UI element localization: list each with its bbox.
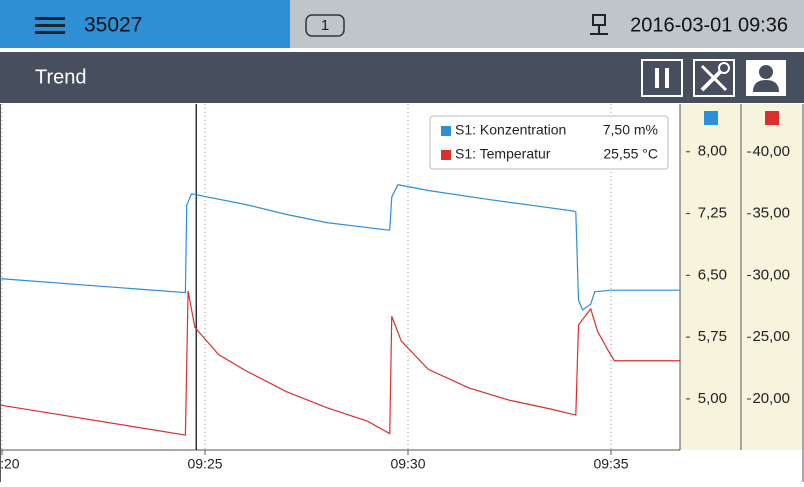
axis-color-key bbox=[765, 111, 779, 125]
y-tick-label: 25,00 bbox=[752, 328, 790, 345]
x-tick-label: 09:25 bbox=[187, 456, 222, 472]
legend bbox=[429, 115, 669, 170]
legend-value: 7,50 m% bbox=[603, 122, 658, 138]
device-title: 35027 bbox=[84, 14, 142, 37]
user-button[interactable] bbox=[746, 60, 786, 96]
axis-panel bbox=[741, 104, 804, 450]
series-line bbox=[0, 290, 680, 436]
menu-button[interactable] bbox=[35, 17, 65, 34]
legend-items: S1: Konzentration 7,50 m% S1: Temperatur 25… bbox=[441, 122, 658, 162]
pause-bar bbox=[655, 68, 659, 88]
menu-line bbox=[35, 31, 65, 34]
y-tick-label: 30,00 bbox=[752, 266, 790, 283]
axis-panel bbox=[680, 104, 741, 450]
badge[interactable] bbox=[305, 14, 345, 37]
toolbar bbox=[0, 52, 804, 103]
y-tick-label: 40,00 bbox=[752, 143, 790, 160]
button-frame bbox=[693, 59, 735, 97]
wrench-head bbox=[718, 62, 730, 74]
menu-line bbox=[35, 24, 65, 27]
plot: 09:20 09:25 09:30 09:35 bbox=[0, 104, 680, 472]
top-bar-right bbox=[290, 0, 804, 48]
legend-swatch bbox=[441, 126, 451, 136]
network-icon bbox=[590, 14, 608, 35]
toolbar-title: Trend bbox=[35, 66, 87, 88]
screwdriver bbox=[700, 64, 728, 92]
menu-line bbox=[35, 17, 65, 20]
legend-label: S1: Konzentration bbox=[455, 122, 566, 138]
user-body bbox=[753, 80, 779, 92]
x-tick-label: 09:30 bbox=[390, 456, 425, 472]
legend-label: S1: Temperatur bbox=[455, 146, 551, 162]
legend-swatch bbox=[441, 150, 451, 160]
y-tick-label: 5,75 bbox=[698, 328, 727, 345]
settings-button[interactable] bbox=[693, 59, 735, 97]
user-head bbox=[759, 65, 773, 79]
badge-text: 1 bbox=[321, 17, 329, 34]
legend-value: 25,55 °C bbox=[603, 146, 658, 162]
series-line bbox=[0, 184, 680, 311]
x-tick-label: 09:20 bbox=[0, 456, 20, 472]
y-tick-label: 8,00 bbox=[698, 143, 727, 160]
pause-button[interactable] bbox=[641, 59, 683, 97]
axis-color-key bbox=[704, 111, 718, 125]
x-tick-label: 09:35 bbox=[593, 456, 628, 472]
y-tick-label: 6,50 bbox=[698, 266, 727, 283]
pause-bar bbox=[665, 68, 669, 88]
y-tick-label: 7,25 bbox=[698, 205, 727, 222]
y-tick-label: 35,00 bbox=[752, 205, 790, 222]
y-tick-label: 5,00 bbox=[698, 390, 727, 407]
button-frame bbox=[641, 59, 683, 97]
y-tick-label: 20,00 bbox=[752, 390, 790, 407]
datetime: 2016-03-01 09:36 bbox=[630, 14, 788, 36]
